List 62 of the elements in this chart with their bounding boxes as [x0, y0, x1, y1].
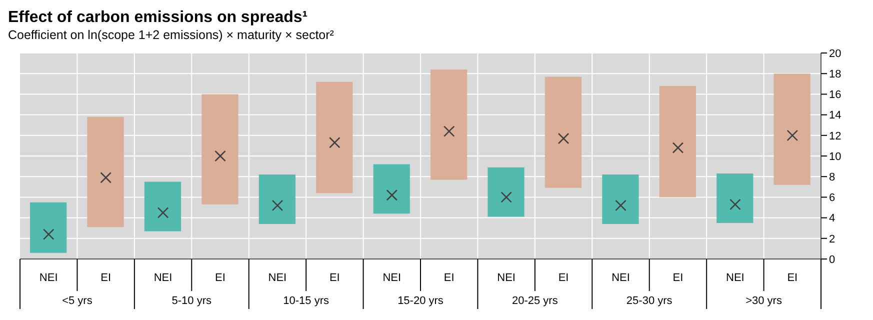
- chart-title: Effect of carbon emissions on spreads¹: [8, 8, 309, 27]
- x-tick-label: NEI: [39, 272, 58, 284]
- point: [730, 198, 741, 210]
- bar: [430, 69, 468, 180]
- y-tick-label: 2: [829, 233, 836, 246]
- bar: [602, 174, 639, 224]
- y-tick-label: 14: [829, 110, 842, 122]
- y-tick-label: 12: [829, 130, 842, 142]
- point: [214, 150, 226, 162]
- y-tick-label: 16: [829, 89, 842, 102]
- point: [386, 189, 398, 201]
- x-tick-label: EI: [672, 272, 684, 284]
- bar: [87, 116, 124, 228]
- text: <5 yrs: [62, 295, 93, 307]
- bar: [316, 82, 353, 194]
- x-tick-label: EI: [787, 272, 798, 284]
- text: 20-25 yrs: [512, 295, 558, 307]
- point: [443, 126, 455, 137]
- bar: [144, 182, 182, 232]
- y-tick-label: 0: [829, 254, 836, 266]
- y-tick-label: 10: [829, 150, 842, 163]
- x-tick-label: EI: [100, 272, 112, 284]
- y-tick-label: 6: [829, 192, 836, 204]
- x-tick-label: NEI: [612, 272, 630, 284]
- point: [100, 172, 112, 184]
- point: [615, 200, 626, 212]
- y-tick-label: 20: [829, 48, 842, 60]
- bar: [716, 174, 754, 223]
- bar: [659, 86, 696, 198]
- bar: [202, 94, 238, 204]
- point: [558, 132, 570, 144]
- y-tick-label: 8: [829, 172, 836, 184]
- x-tick-label: EI: [558, 272, 569, 284]
- x-tick-label: NEI: [268, 272, 287, 284]
- bar: [258, 174, 296, 224]
- point: [272, 200, 284, 212]
- text: 15-20 yrs: [398, 295, 444, 307]
- x-tick-label: NEI: [497, 272, 516, 284]
- text: 10-15 yrs: [283, 295, 330, 307]
- bar: [488, 167, 524, 217]
- y-tick-label: 4: [829, 212, 836, 225]
- text: 5-10 yrs: [172, 295, 212, 307]
- x-tick-label: EI: [329, 272, 340, 284]
- point: [672, 142, 684, 154]
- chart-subtitle: Coefficient on ln(scope 1+2 emissions) × maturity × sector²: [8, 27, 335, 43]
- text: >30 yrs: [746, 295, 782, 307]
- x-tick-label: NEI: [382, 272, 402, 284]
- x-tick-label: NEI: [154, 272, 172, 284]
- point: [42, 228, 54, 240]
- point: [329, 136, 340, 148]
- x-tick-label: EI: [444, 272, 454, 284]
- x-tick-label: EI: [215, 272, 226, 284]
- bar: [774, 74, 810, 185]
- y-tick-label: 18: [829, 68, 842, 81]
- point: [786, 130, 798, 142]
- point: [157, 207, 169, 218]
- bar: [373, 164, 410, 214]
- x-tick-label: NEI: [726, 272, 744, 284]
- bar: [30, 202, 67, 253]
- bar: [544, 76, 582, 188]
- text: 25-30 yrs: [626, 295, 673, 307]
- point: [500, 192, 512, 203]
